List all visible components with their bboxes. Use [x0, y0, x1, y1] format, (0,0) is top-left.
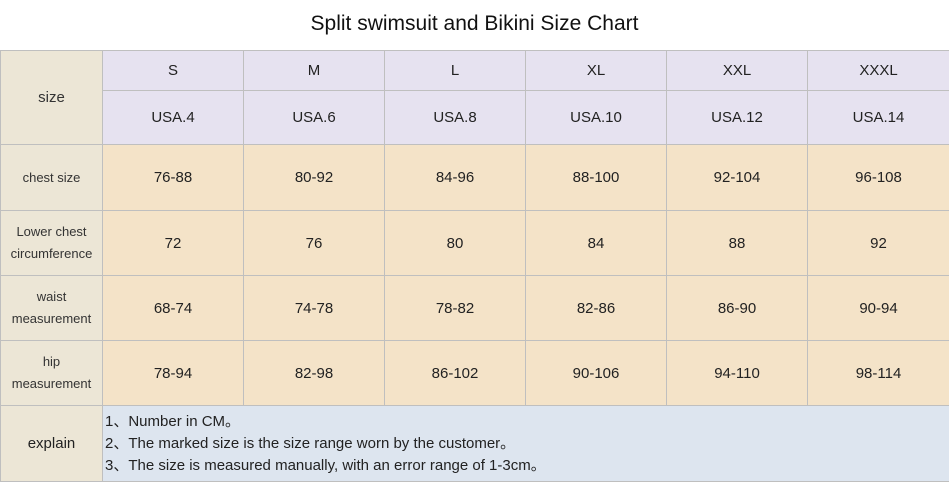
table-cell: 86-90: [666, 275, 808, 341]
usa-size: USA.8: [384, 90, 526, 145]
table-cell: 90-106: [525, 340, 667, 406]
table-cell: 92: [807, 210, 949, 276]
table-cell: 86-102: [384, 340, 526, 406]
chest-size-row: chest size 76-88 80-92 84-96 88-100 92-1…: [0, 144, 949, 211]
row-label-line: hip: [42, 354, 61, 369]
usa-size: USA.4: [102, 90, 244, 145]
table-cell: 98-114: [807, 340, 949, 406]
lower-chest-row: Lower chest circumference 72 76 80 84 88…: [0, 210, 949, 276]
row-label: waist measurement: [0, 275, 103, 341]
usa-size: USA.6: [243, 90, 385, 145]
row-label-line: waist: [36, 289, 67, 304]
hip-row: hip measurement 78-94 82-98 86-102 90-10…: [0, 340, 949, 406]
usa-size: USA.10: [525, 90, 667, 145]
row-label-line: measurement: [11, 311, 92, 326]
explain-note: 2、The marked size is the size range worn…: [105, 434, 516, 452]
usa-size: USA.14: [807, 90, 949, 145]
size-chart-table: size S M L XL XXL XXXL USA.4 USA.6 USA.8…: [0, 50, 949, 482]
table-cell: 88: [666, 210, 808, 276]
explain-notes: 1、Number in CM。 2、The marked size is the…: [102, 405, 949, 482]
usa-size: USA.12: [666, 90, 808, 145]
table-cell: 94-110: [666, 340, 808, 406]
usa-size-row: USA.4 USA.6 USA.8 USA.10 USA.12 USA.14: [1, 90, 949, 145]
size-label: XL: [525, 50, 667, 91]
size-label: L: [384, 50, 526, 91]
size-header-row: size S M L XL XXL XXXL: [0, 50, 949, 145]
row-label-line: Lower chest: [16, 224, 87, 239]
row-label: chest size: [0, 144, 103, 211]
table-cell: 84: [525, 210, 667, 276]
explain-label: explain: [0, 405, 103, 482]
row-label-line: measurement: [11, 376, 92, 391]
row-label-line: circumference: [10, 246, 93, 261]
chart-title: Split swimsuit and Bikini Size Chart: [0, 0, 949, 50]
table-cell: 96-108: [807, 144, 949, 211]
table-cell: 82-98: [243, 340, 385, 406]
size-label: S: [102, 50, 244, 91]
table-cell: 72: [102, 210, 244, 276]
table-cell: 74-78: [243, 275, 385, 341]
table-cell: 80-92: [243, 144, 385, 211]
row-label: Lower chest circumference: [0, 210, 103, 276]
table-cell: 68-74: [102, 275, 244, 341]
table-cell: 76: [243, 210, 385, 276]
size-row-label: size: [0, 50, 103, 145]
table-cell: 78-94: [102, 340, 244, 406]
explain-note: 1、Number in CM。: [105, 412, 241, 430]
table-cell: 82-86: [525, 275, 667, 341]
size-label: XXL: [666, 50, 808, 91]
table-cell: 90-94: [807, 275, 949, 341]
row-label: hip measurement: [0, 340, 103, 406]
table-cell: 80: [384, 210, 526, 276]
explain-note: 3、The size is measured manually, with an…: [105, 456, 546, 474]
table-cell: 78-82: [384, 275, 526, 341]
waist-row: waist measurement 68-74 74-78 78-82 82-8…: [0, 275, 949, 341]
table-cell: 84-96: [384, 144, 526, 211]
table-cell: 76-88: [102, 144, 244, 211]
explain-row: explain 1、Number in CM。 2、The marked siz…: [0, 405, 949, 482]
size-label: XXXL: [807, 50, 949, 91]
table-cell: 92-104: [666, 144, 808, 211]
size-label: M: [243, 50, 385, 91]
table-cell: 88-100: [525, 144, 667, 211]
